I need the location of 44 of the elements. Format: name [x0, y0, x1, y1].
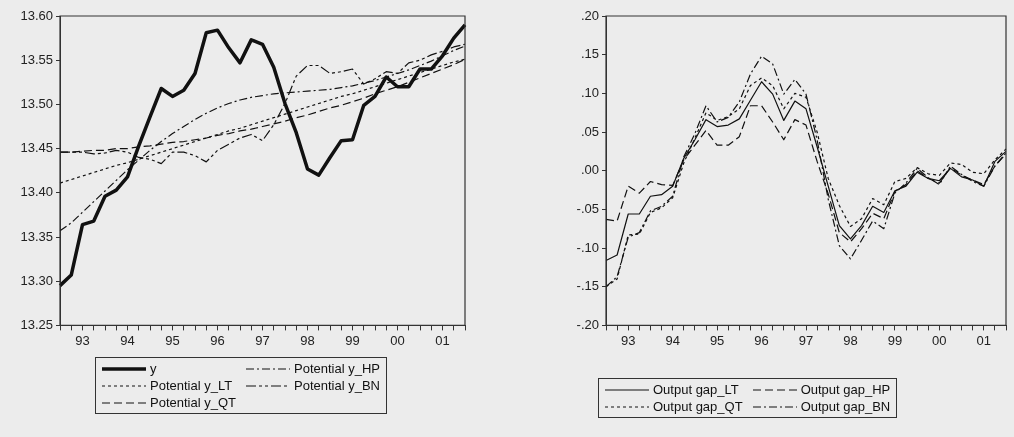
legend-label: Potential y_HP	[294, 361, 380, 376]
x-tick-label: 94	[120, 332, 135, 348]
legend-label: Potential y_BN	[294, 378, 380, 393]
legend-label: Potential y_LT	[150, 378, 233, 393]
legend-label: Potential y_QT	[150, 395, 236, 410]
legend-label: Output gap_HP	[800, 382, 891, 397]
x-tick-label: 00	[390, 332, 405, 348]
legend-label: y	[150, 361, 157, 376]
y-tick-label: 13.45	[20, 140, 53, 156]
y-tick-label: -.05	[576, 200, 599, 216]
x-tick-label: 95	[709, 332, 725, 348]
x-tick-label: 00	[932, 332, 947, 348]
x-tick-label: 99	[887, 332, 903, 348]
y-tick-label: 13.25	[20, 316, 53, 332]
y-tick-label: .10	[580, 84, 599, 100]
x-tick-label: 01	[435, 332, 450, 348]
legend-label: Output gap_LT	[653, 382, 739, 397]
y-tick-label: 13.35	[20, 228, 53, 244]
legend-label: Output gap_QT	[653, 399, 743, 414]
y-tick-label: -.20	[576, 316, 599, 332]
x-tick-label: 01	[976, 332, 992, 348]
x-tick-label: 98	[843, 332, 858, 348]
y-tick-label: .15	[580, 46, 599, 62]
y-tick-label: 13.55	[20, 51, 53, 67]
x-tick-label: 94	[665, 332, 680, 348]
x-tick-label: 99	[345, 332, 360, 348]
x-tick-label: 93	[620, 332, 636, 348]
x-tick-label: 97	[798, 332, 814, 348]
y-tick-label: .00	[580, 162, 599, 178]
y-tick-label: 13.50	[20, 95, 53, 111]
x-tick-label: 97	[255, 332, 270, 348]
y-tick-label: .05	[580, 123, 599, 139]
y-tick-label: 13.60	[20, 7, 53, 23]
y-tick-label: 13.30	[20, 272, 53, 288]
x-tick-label: 93	[75, 332, 90, 348]
y-tick-label: -.15	[576, 278, 599, 294]
x-tick-label: 98	[300, 332, 315, 348]
x-tick-label: 95	[165, 332, 180, 348]
y-tick-label: .20	[580, 7, 599, 23]
y-tick-label: 13.40	[20, 184, 53, 200]
x-tick-label: 96	[210, 332, 225, 348]
legend-label: Output gap_BN	[800, 399, 891, 414]
y-tick-label: -.10	[576, 239, 599, 255]
x-tick-label: 96	[754, 332, 769, 348]
